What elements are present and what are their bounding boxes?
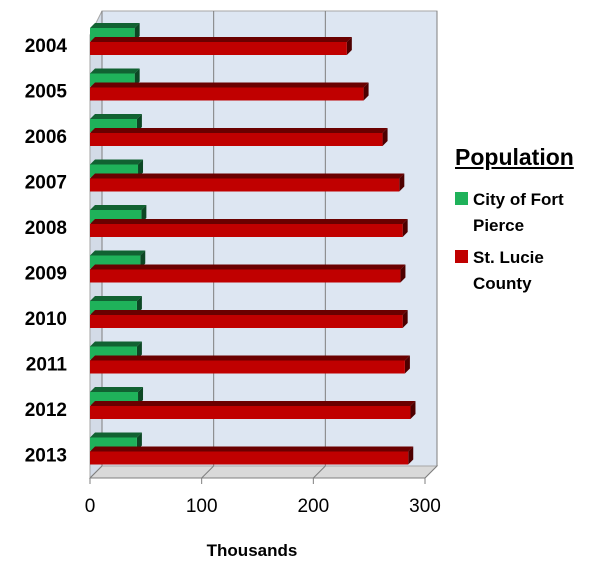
x-tick-label-300: 300 — [409, 496, 441, 517]
bar-front-face — [90, 360, 405, 374]
bar-front-face — [90, 406, 411, 419]
bar-top-face — [90, 264, 406, 270]
legend-swatch-fort-pierce — [455, 192, 468, 205]
y-tick-label-2009: 2009 — [25, 263, 67, 284]
floor-gridline-0 — [89, 465, 103, 479]
bar-front-face — [90, 451, 409, 465]
bar-end-face — [141, 205, 147, 223]
bar-top-face — [90, 159, 144, 165]
bar-top-face — [90, 82, 369, 88]
bar-st-lucie-2006 — [90, 128, 388, 146]
bar-end-face — [134, 68, 140, 87]
bar-fort-pierce-2008 — [90, 205, 147, 223]
bar-end-face — [346, 37, 352, 55]
floor-gridline-200 — [312, 465, 326, 479]
floor-gridline-300 — [424, 465, 438, 479]
bar-end-face — [408, 446, 414, 465]
x-axis: 0 100 200 300 — [85, 477, 441, 517]
bar-top-face — [90, 432, 142, 438]
y-tick-label-2007: 2007 — [25, 172, 67, 193]
bar-top-face — [90, 205, 147, 210]
bar-end-face — [140, 250, 146, 269]
x-tick-label-100: 100 — [186, 496, 218, 517]
bar-top-face — [90, 387, 144, 392]
bar-top-face — [90, 128, 388, 133]
bar-st-lucie-2013 — [90, 446, 414, 465]
y-tick-label-2006: 2006 — [25, 127, 67, 148]
y-tick-label-2013: 2013 — [25, 445, 67, 466]
x-tick-label-0: 0 — [85, 496, 96, 517]
y-tick-label-2008: 2008 — [25, 218, 67, 239]
x-axis-title: Thousands — [207, 541, 298, 560]
bar-st-lucie-2009 — [90, 264, 406, 283]
bar-end-face — [402, 219, 408, 237]
bar-front-face — [90, 42, 347, 55]
bar-top-face — [90, 341, 142, 347]
bar-front-face — [90, 178, 400, 192]
bar-st-lucie-2008 — [90, 219, 408, 237]
bar-st-lucie-2004 — [90, 37, 352, 55]
bar-st-lucie-2005 — [90, 82, 369, 101]
bar-st-lucie-2012 — [90, 401, 416, 419]
bar-top-face — [90, 401, 416, 406]
bar-top-face — [90, 446, 414, 452]
y-tick-label-2010: 2010 — [25, 309, 67, 330]
bar-end-face — [382, 128, 388, 146]
bar-top-face — [90, 37, 352, 42]
bar-end-face — [400, 264, 406, 283]
bar-end-face — [399, 173, 405, 192]
bar-end-face — [138, 387, 144, 405]
bar-top-face — [90, 355, 410, 361]
bar-end-face — [134, 23, 140, 41]
bar-front-face — [90, 87, 364, 101]
legend-item-st-lucie: St. Lucie County — [455, 245, 613, 297]
legend-label-st-lucie: St. Lucie County — [473, 248, 544, 293]
bar-top-face — [90, 173, 405, 179]
bar-front-face — [90, 315, 403, 328]
legend: Population City of Fort Pierce St. Lucie… — [455, 144, 613, 303]
bar-end-face — [138, 159, 144, 178]
legend-label-fort-pierce: City of Fort Pierce — [473, 190, 564, 235]
bar-top-face — [90, 68, 140, 74]
bar-end-face — [136, 114, 142, 132]
legend-swatch-st-lucie — [455, 250, 468, 263]
bar-top-face — [90, 296, 142, 301]
bar-end-face — [136, 341, 142, 360]
bar-front-face — [90, 133, 383, 146]
y-tick-label-2011: 2011 — [26, 354, 68, 375]
bars — [90, 23, 416, 465]
bar-top-face — [90, 219, 408, 224]
floor-gridline-100 — [201, 465, 215, 479]
bar-end-face — [136, 432, 142, 451]
bar-top-face — [90, 114, 142, 119]
x-tick-label-200: 200 — [297, 496, 329, 517]
bar-end-face — [363, 82, 369, 101]
legend-title: Population — [455, 144, 574, 170]
back-wall — [101, 10, 438, 467]
bar-front-face — [90, 269, 401, 283]
legend-item-fort-pierce: City of Fort Pierce — [455, 187, 613, 239]
y-tick-label-2012: 2012 — [25, 400, 67, 421]
y-tick-label-2005: 2005 — [25, 81, 68, 102]
bar-st-lucie-2011 — [90, 355, 410, 374]
floor — [88, 465, 439, 479]
bar-top-face — [90, 250, 146, 256]
bar-top-face — [90, 310, 408, 315]
bar-end-face — [404, 355, 410, 374]
y-tick-label-2004: 2004 — [25, 36, 68, 57]
bar-front-face — [90, 224, 403, 237]
bar-end-face — [402, 310, 408, 328]
y-axis-labels: 2004 2005 2006 2007 2008 2009 2010 2011 2012 2013 — [25, 36, 68, 467]
bar-end-face — [410, 401, 416, 419]
bar-st-lucie-2007 — [90, 173, 405, 192]
bar-st-lucie-2010 — [90, 310, 408, 328]
bar-top-face — [90, 23, 140, 28]
bar-end-face — [136, 296, 142, 314]
